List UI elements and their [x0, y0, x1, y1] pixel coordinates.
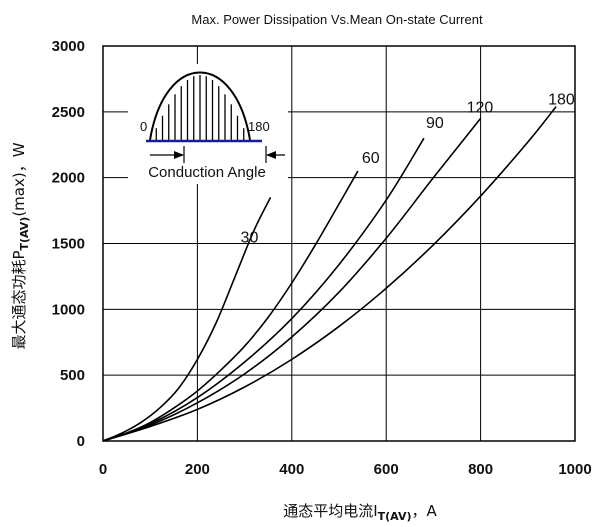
y-tick-label: 1000	[52, 301, 85, 318]
x-tick-label: 0	[99, 461, 107, 478]
curve-30	[102, 197, 272, 442]
curve-180	[102, 106, 557, 442]
inset-left-arrowhead	[174, 151, 184, 159]
curve-label-120: 120	[467, 99, 494, 116]
inset-hatch	[155, 75, 245, 141]
x-axis-label-main: 通态平均电流I	[283, 502, 377, 520]
x-tick-label: 200	[185, 461, 210, 478]
x-tick-label: 1000	[558, 461, 591, 478]
curve-label-60: 60	[362, 150, 380, 167]
x-tick-labels: 0 200 400 600 800 1000	[99, 461, 592, 478]
x-axis-label-subscript: T(AV)	[378, 510, 412, 523]
y-tick-label: 3000	[52, 38, 85, 55]
curve-label-30: 30	[241, 229, 259, 246]
x-tick-label: 400	[279, 461, 304, 478]
curve-label-90: 90	[426, 115, 444, 132]
y-axis-label-unit: (max)，W	[10, 142, 28, 216]
y-axis-label: 最大通态功耗PT(AV)(max)，W	[10, 142, 31, 349]
x-axis-label: 通态平均电流IT(AV)，A	[283, 502, 437, 523]
y-tick-label: 0	[77, 433, 85, 450]
inset-end-label: 180	[248, 119, 270, 134]
y-tick-label: 500	[60, 367, 85, 384]
inset-background	[128, 64, 288, 184]
conduction-angle-inset: 0 180 Conduction Angle	[128, 64, 288, 184]
y-tick-label: 2000	[52, 170, 85, 187]
curves	[102, 106, 557, 442]
gridlines	[103, 46, 575, 441]
chart-title: Max. Power Dissipation Vs.Mean On-state …	[191, 12, 483, 27]
inset-caption: Conduction Angle	[148, 164, 266, 181]
x-axis-label-unit: ，A	[412, 502, 438, 520]
x-tick-label: 600	[374, 461, 399, 478]
y-axis-label-subscript: T(AV)	[18, 217, 31, 251]
inset-sine-curve	[149, 71, 251, 141]
y-tick-label: 2500	[52, 104, 85, 121]
curve-120	[102, 117, 482, 442]
curve-90	[102, 137, 425, 442]
x-tick-label: 800	[468, 461, 493, 478]
y-axis-label-main: 最大通态功耗P	[10, 251, 28, 350]
curve-60	[102, 170, 359, 442]
inset-right-arrowhead	[266, 151, 276, 159]
y-tick-label: 1500	[52, 236, 85, 253]
y-tick-labels: 0 500 1000 1500 2000 2500 3000	[52, 38, 85, 450]
inset-start-label: 0	[140, 119, 147, 134]
curve-label-180: 180	[548, 92, 575, 109]
plot-frame	[102, 45, 576, 442]
curve-labels: 30 60 90 120 180	[241, 92, 575, 247]
